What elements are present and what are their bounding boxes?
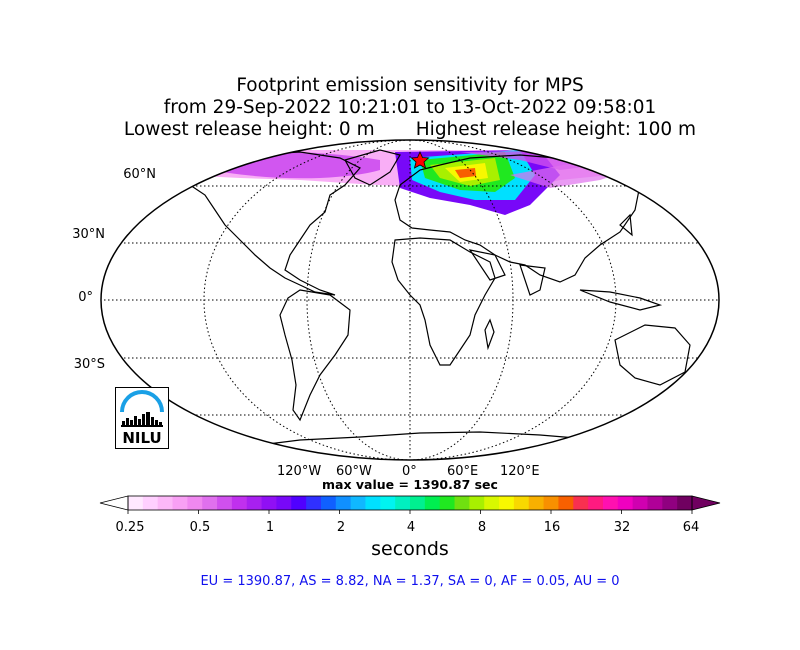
colorbar-segment bbox=[172, 496, 188, 510]
lon-label-60e: 60°E bbox=[447, 464, 479, 479]
lat-label-60n: 60°N bbox=[123, 167, 156, 182]
lat-label-30s: 30°S bbox=[73, 357, 105, 372]
colorbar-segment bbox=[320, 496, 337, 510]
colorbar-segment bbox=[573, 496, 589, 510]
colorbar-segment bbox=[632, 496, 648, 510]
colorbar-segment bbox=[528, 496, 545, 510]
colorbar-segment bbox=[677, 496, 693, 510]
colorbar-segment bbox=[484, 496, 500, 510]
lon-label-120e: 120°E bbox=[500, 464, 540, 479]
colorbar-segment bbox=[558, 496, 574, 510]
colorbar-segment bbox=[231, 496, 248, 510]
region-sums-text: EU = 1390.87, AS = 8.82, NA = 1.37, SA =… bbox=[200, 574, 620, 589]
colorbar-segment bbox=[469, 496, 485, 510]
colorbar-segment bbox=[513, 496, 530, 510]
colorbar-segment bbox=[187, 496, 203, 510]
colorbar-segment bbox=[588, 496, 604, 510]
colorbar-segment bbox=[128, 496, 144, 510]
colorbar-segment bbox=[202, 496, 218, 510]
colorbar-max-extend bbox=[691, 495, 721, 511]
colorbar-segments bbox=[128, 496, 693, 510]
release-site-star-icon bbox=[410, 151, 430, 169]
cb-tick-3: 2 bbox=[336, 520, 346, 535]
lon-label-120w: 120°W bbox=[277, 464, 322, 479]
colorbar-segment bbox=[617, 496, 634, 510]
nilu-logo: NILU bbox=[115, 387, 169, 449]
lat-label-0: 0° bbox=[78, 290, 93, 305]
colorbar-segment bbox=[291, 496, 307, 510]
cb-tick-2: 1 bbox=[265, 520, 275, 535]
cb-tick-0: 0.25 bbox=[115, 520, 145, 535]
colorbar-segment bbox=[142, 496, 159, 510]
lon-label-0: 0° bbox=[402, 464, 417, 479]
colorbar-segment bbox=[602, 496, 619, 510]
cb-tick-1: 0.5 bbox=[189, 520, 211, 535]
colorbar-min-extend bbox=[99, 495, 129, 511]
colorbar-segment bbox=[543, 496, 559, 510]
colorbar-segment bbox=[365, 496, 381, 510]
colorbar-segment bbox=[647, 496, 663, 510]
colorbar-segment bbox=[410, 496, 426, 510]
colorbar-segment bbox=[246, 496, 263, 510]
colorbar-segment bbox=[439, 496, 456, 510]
cb-tick-4: 4 bbox=[406, 520, 416, 535]
cb-tick-7: 32 bbox=[613, 520, 631, 535]
colorbar-segment bbox=[217, 496, 233, 510]
world-map bbox=[100, 139, 720, 461]
colorbar-segment bbox=[261, 496, 277, 510]
lon-label-60w: 60°W bbox=[336, 464, 372, 479]
cb-tick-5: 8 bbox=[477, 520, 487, 535]
plot-title-line2: from 29-Sep-2022 10:21:01 to 13-Oct-2022… bbox=[163, 97, 657, 118]
nilu-logo-text: NILU bbox=[122, 429, 162, 447]
colorbar-tickmarks bbox=[127, 510, 693, 514]
colorbar-segment bbox=[424, 496, 441, 510]
plot-title-line3: Lowest release height: 0 m Highest relea… bbox=[123, 119, 697, 140]
colorbar-segment bbox=[380, 496, 396, 510]
colorbar-segment bbox=[499, 496, 515, 510]
colorbar-unit-label: seconds bbox=[371, 538, 449, 560]
map-boundary bbox=[100, 139, 720, 461]
colorbar-segment bbox=[276, 496, 292, 510]
plot-title-line1: Footprint emission sensitivity for MPS bbox=[236, 75, 584, 96]
colorbar-segment bbox=[350, 496, 366, 510]
lat-label-30n: 30°N bbox=[72, 227, 105, 242]
colorbar-segment bbox=[157, 496, 174, 510]
cb-tick-6: 16 bbox=[543, 520, 561, 535]
graticule bbox=[101, 140, 719, 460]
cb-tick-8: 64 bbox=[682, 520, 700, 535]
colorbar-segment bbox=[454, 496, 470, 510]
colorbar bbox=[99, 495, 721, 514]
colorbar-segment bbox=[395, 496, 411, 510]
max-value-label: max value = 1390.87 sec bbox=[322, 477, 498, 492]
colorbar-segment bbox=[306, 496, 322, 510]
colorbar-segment bbox=[662, 496, 678, 510]
colorbar-segment bbox=[335, 496, 352, 510]
nilu-logo-icon bbox=[120, 390, 164, 427]
